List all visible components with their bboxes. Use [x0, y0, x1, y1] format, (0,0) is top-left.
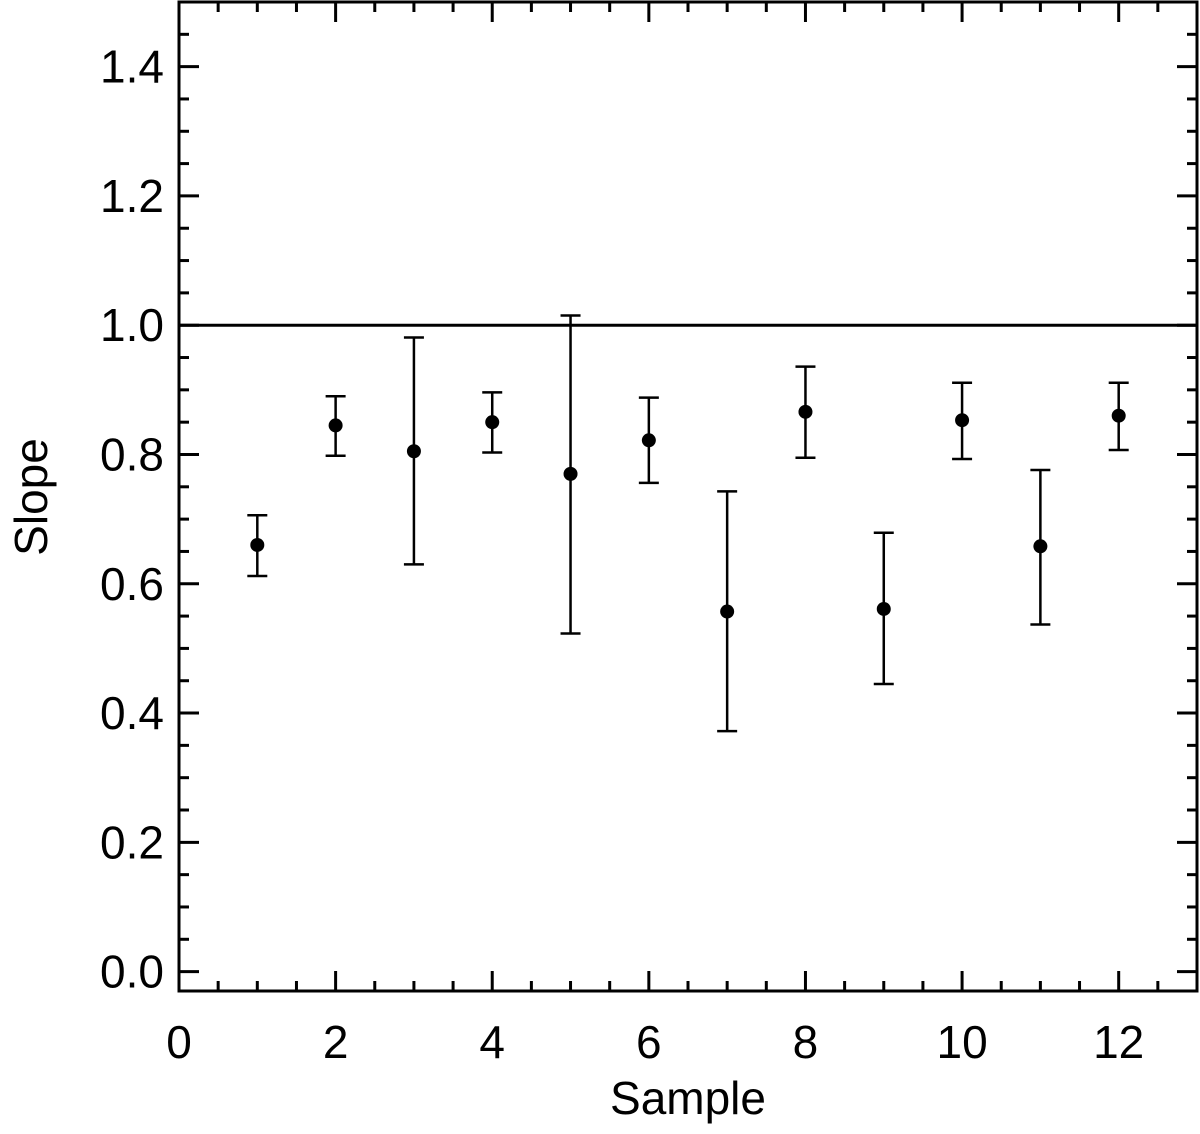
point-marker: [250, 537, 265, 552]
data-point-5: [560, 314, 581, 635]
data-point-8: [795, 365, 816, 459]
point-marker: [1033, 539, 1048, 554]
y-tick-label: 1.2: [100, 170, 164, 222]
data-point-12: [1108, 381, 1129, 452]
point-marker: [485, 415, 500, 430]
point-marker: [641, 433, 656, 448]
data-point-2: [325, 395, 346, 458]
data-point-10: [952, 381, 973, 461]
data-point-9: [873, 531, 894, 686]
point-marker: [1111, 408, 1126, 423]
y-tick-label: 0.4: [100, 687, 164, 739]
x-tick-label: 4: [479, 1016, 505, 1068]
data-point-1: [247, 513, 268, 578]
y-tick-label: 0.6: [100, 558, 164, 610]
x-tick-label: 12: [1093, 1016, 1144, 1068]
y-tick-label: 0.8: [100, 428, 164, 480]
point-marker: [563, 466, 578, 481]
data-point-11: [1030, 468, 1051, 626]
y-tick-label: 0.2: [100, 816, 164, 868]
x-tick-label: 6: [636, 1016, 662, 1068]
point-marker: [406, 444, 421, 459]
y-tick-label: 1.4: [100, 41, 164, 93]
data-point-7: [717, 490, 738, 733]
point-marker: [798, 404, 813, 419]
data-point-4: [482, 391, 503, 454]
x-tick-label: 10: [936, 1016, 987, 1068]
y-tick-label: 0.0: [100, 946, 164, 998]
x-tick-label: 8: [793, 1016, 819, 1068]
axis-ticks: [177, 2, 1199, 991]
data-points: [247, 314, 1129, 733]
x-tick-label: 2: [323, 1016, 349, 1068]
plot-area: [177, 0, 1199, 993]
axis-tick-labels: 0 2 4 6 8 10 12 0.0 0.2 0.4 0.6 0.8 1.0 1.2 1.4: [100, 41, 1144, 1068]
point-marker: [955, 413, 970, 428]
data-point-6: [638, 396, 659, 485]
y-tick-label: 1.0: [100, 299, 164, 351]
point-marker: [720, 604, 735, 619]
point-marker: [876, 601, 891, 616]
point-marker: [328, 418, 343, 433]
x-tick-label: 0: [166, 1016, 192, 1068]
data-point-3: [403, 336, 424, 566]
x-axis-title: Sample: [610, 1072, 766, 1124]
y-axis-title: Slope: [5, 438, 57, 556]
